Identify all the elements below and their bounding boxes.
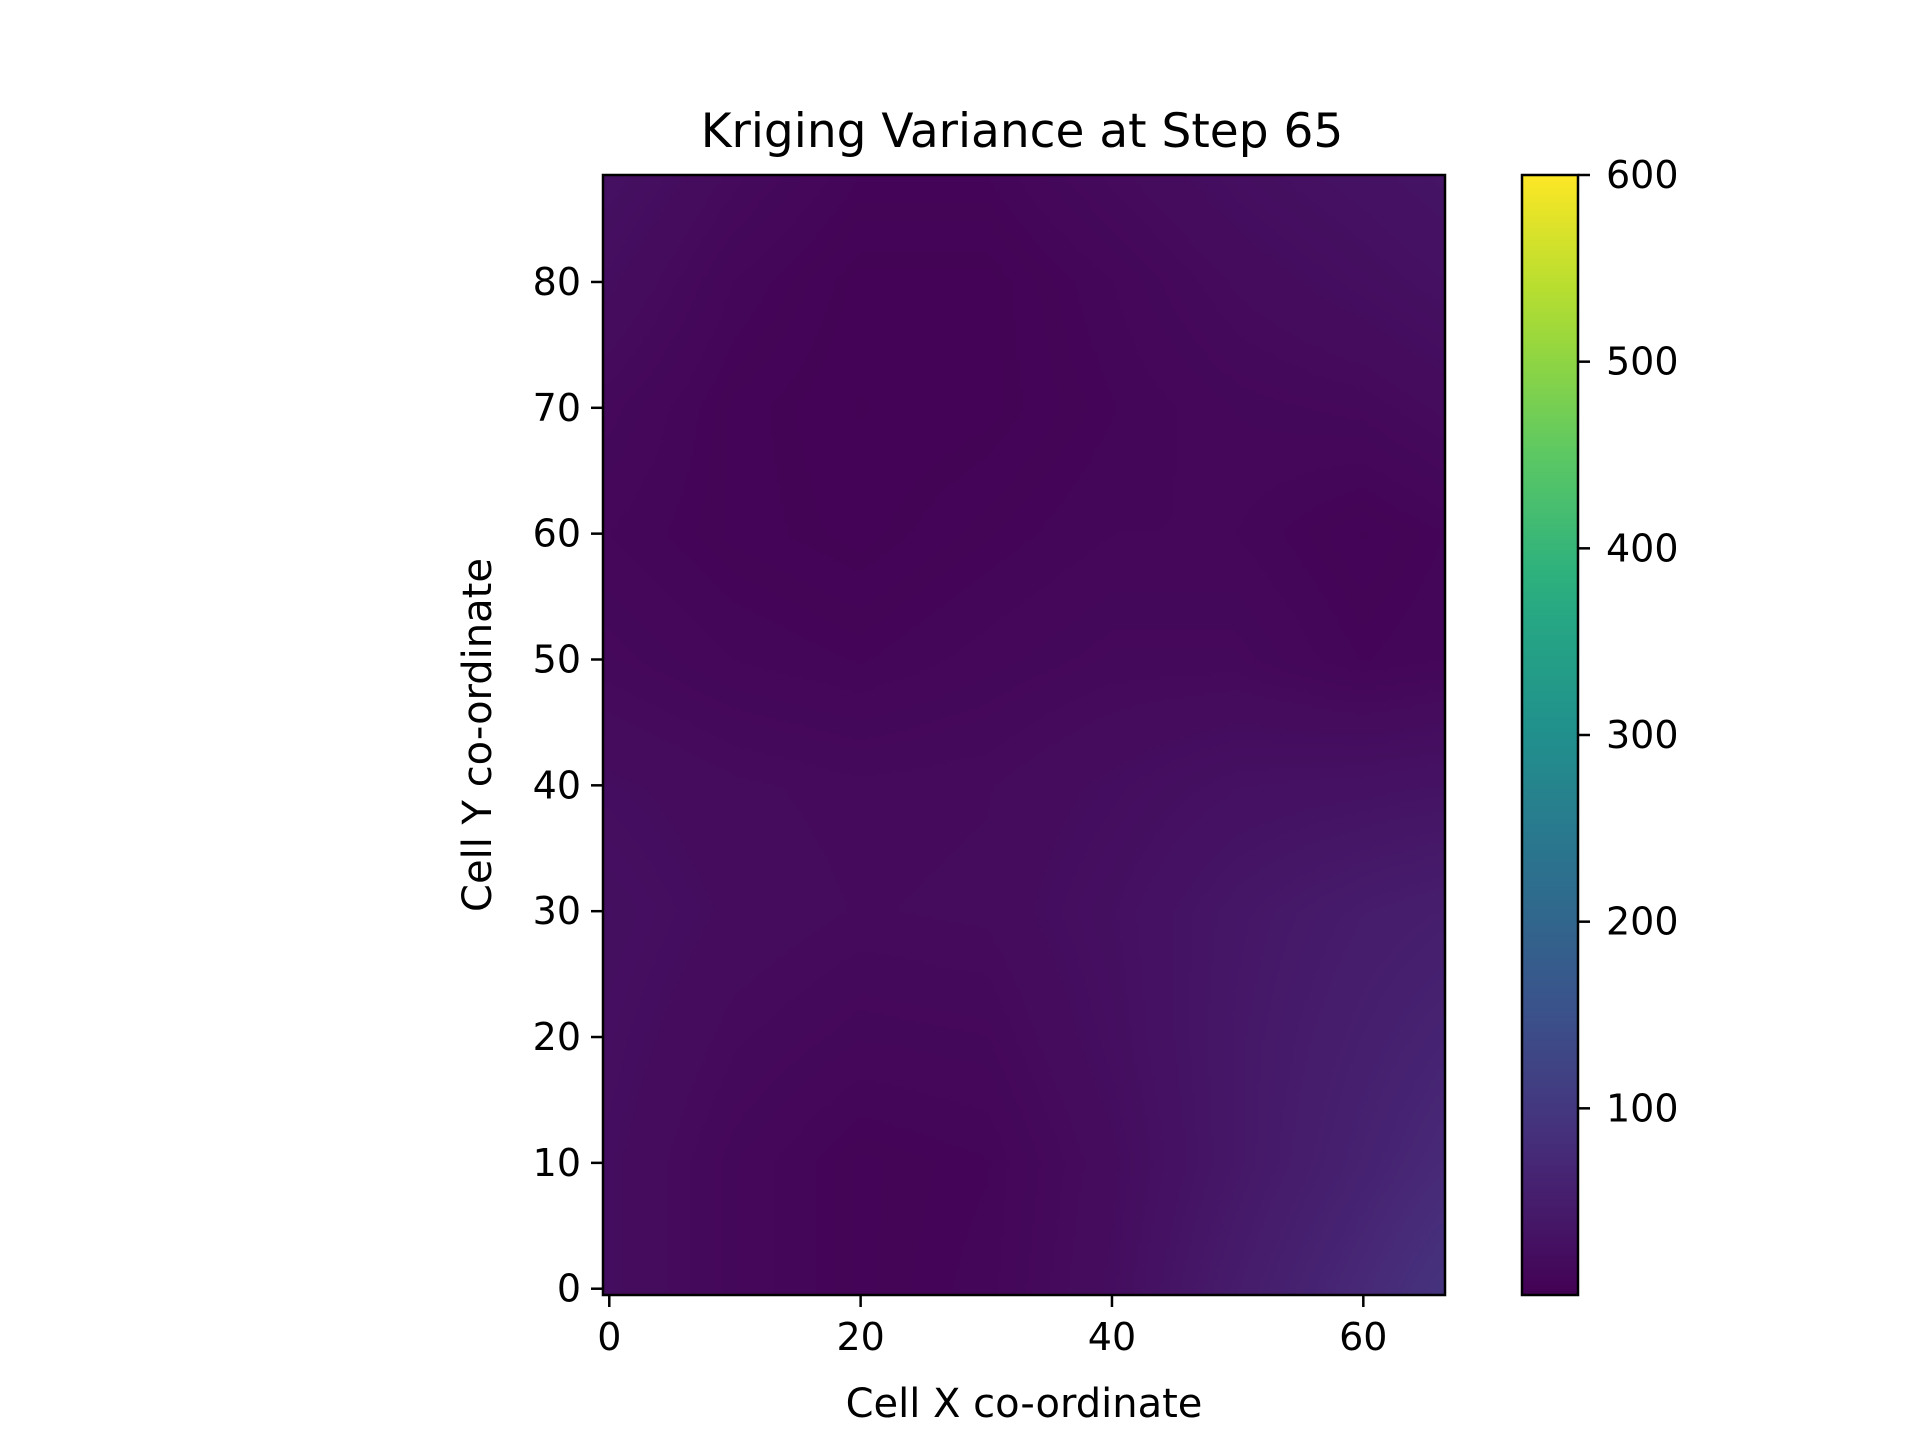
y-tick-label: 0 bbox=[557, 1267, 581, 1311]
chart-title: Kriging Variance at Step 65 bbox=[701, 104, 1344, 159]
x-tick-label: 0 bbox=[597, 1315, 621, 1359]
y-axis-label: Cell Y co-ordinate bbox=[455, 558, 501, 912]
x-tick-label: 20 bbox=[836, 1315, 884, 1359]
colorbar-gradient bbox=[1522, 175, 1578, 1295]
colorbar: 100 200 300 400 500 600 bbox=[1520, 153, 1679, 1297]
colorbar-tick-label: 100 bbox=[1606, 1086, 1679, 1130]
y-tick-label: 80 bbox=[533, 260, 581, 304]
x-tick-label: 40 bbox=[1088, 1315, 1136, 1359]
y-tick-label: 40 bbox=[533, 763, 581, 807]
x-axis-label: Cell X co-ordinate bbox=[846, 1381, 1203, 1427]
heatmap-image bbox=[603, 175, 1445, 1295]
colorbar-ticks: 100 200 300 400 500 600 bbox=[1578, 153, 1679, 1130]
colorbar-tick-label: 300 bbox=[1606, 713, 1679, 757]
x-axis: 0 20 40 60 bbox=[597, 1295, 1387, 1359]
colorbar-tick-label: 200 bbox=[1606, 900, 1679, 944]
plot-frame bbox=[601, 173, 1447, 1297]
y-tick-label: 70 bbox=[533, 386, 581, 430]
y-tick-label: 60 bbox=[533, 512, 581, 556]
plot-area bbox=[601, 173, 1447, 1297]
y-axis: 0 10 20 30 40 50 60 70 80 bbox=[533, 260, 603, 1311]
y-tick-label: 50 bbox=[533, 637, 581, 681]
y-tick-label: 10 bbox=[533, 1141, 581, 1185]
colorbar-tick-label: 500 bbox=[1606, 340, 1679, 384]
y-tick-label: 20 bbox=[533, 1015, 581, 1059]
x-tick-label: 60 bbox=[1339, 1315, 1387, 1359]
colorbar-tick-label: 400 bbox=[1606, 526, 1679, 570]
colorbar-tick-label: 600 bbox=[1606, 153, 1679, 197]
y-tick-label: 30 bbox=[533, 889, 581, 933]
